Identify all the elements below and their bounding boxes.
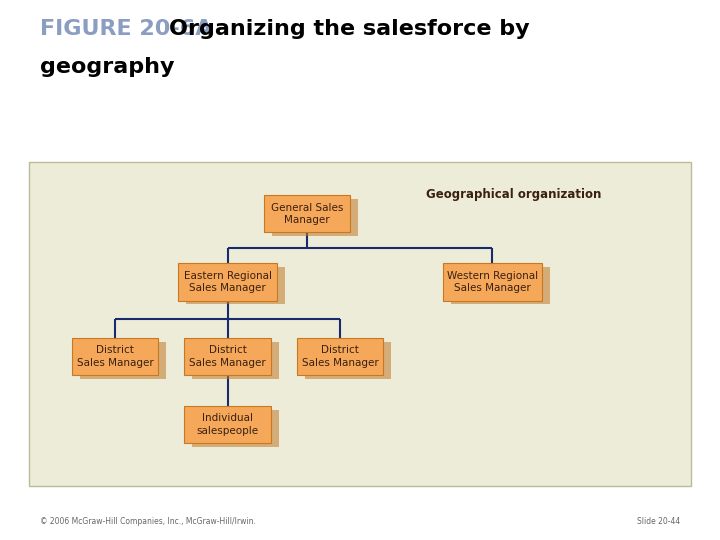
FancyBboxPatch shape: [443, 263, 542, 300]
Text: Organizing the salesforce by: Organizing the salesforce by: [169, 19, 530, 39]
FancyBboxPatch shape: [305, 342, 391, 379]
Text: District
Sales Manager: District Sales Manager: [189, 345, 266, 368]
FancyBboxPatch shape: [186, 267, 285, 305]
FancyBboxPatch shape: [184, 338, 271, 375]
Text: Eastern Regional
Sales Manager: Eastern Regional Sales Manager: [184, 271, 271, 293]
FancyBboxPatch shape: [297, 338, 383, 375]
Text: General Sales
Manager: General Sales Manager: [271, 202, 343, 225]
Text: geography: geography: [40, 57, 174, 77]
Text: District
Sales Manager: District Sales Manager: [302, 345, 379, 368]
Text: © 2006 McGraw-Hill Companies, Inc., McGraw-Hill/Irwin.: © 2006 McGraw-Hill Companies, Inc., McGr…: [40, 517, 256, 526]
Text: Individual
salespeople: Individual salespeople: [197, 413, 258, 436]
FancyBboxPatch shape: [80, 342, 166, 379]
FancyBboxPatch shape: [178, 263, 277, 300]
FancyBboxPatch shape: [192, 410, 279, 447]
Text: Geographical organization: Geographical organization: [426, 188, 602, 201]
Text: Slide 20-44: Slide 20-44: [637, 517, 680, 526]
FancyBboxPatch shape: [451, 267, 550, 305]
FancyBboxPatch shape: [184, 406, 271, 443]
Text: District
Sales Manager: District Sales Manager: [76, 345, 153, 368]
FancyBboxPatch shape: [264, 195, 350, 232]
Text: FIGURE 20-6A: FIGURE 20-6A: [40, 19, 212, 39]
FancyBboxPatch shape: [272, 199, 358, 237]
FancyBboxPatch shape: [72, 338, 158, 375]
Text: Western Regional
Sales Manager: Western Regional Sales Manager: [447, 271, 538, 293]
FancyBboxPatch shape: [192, 342, 279, 379]
